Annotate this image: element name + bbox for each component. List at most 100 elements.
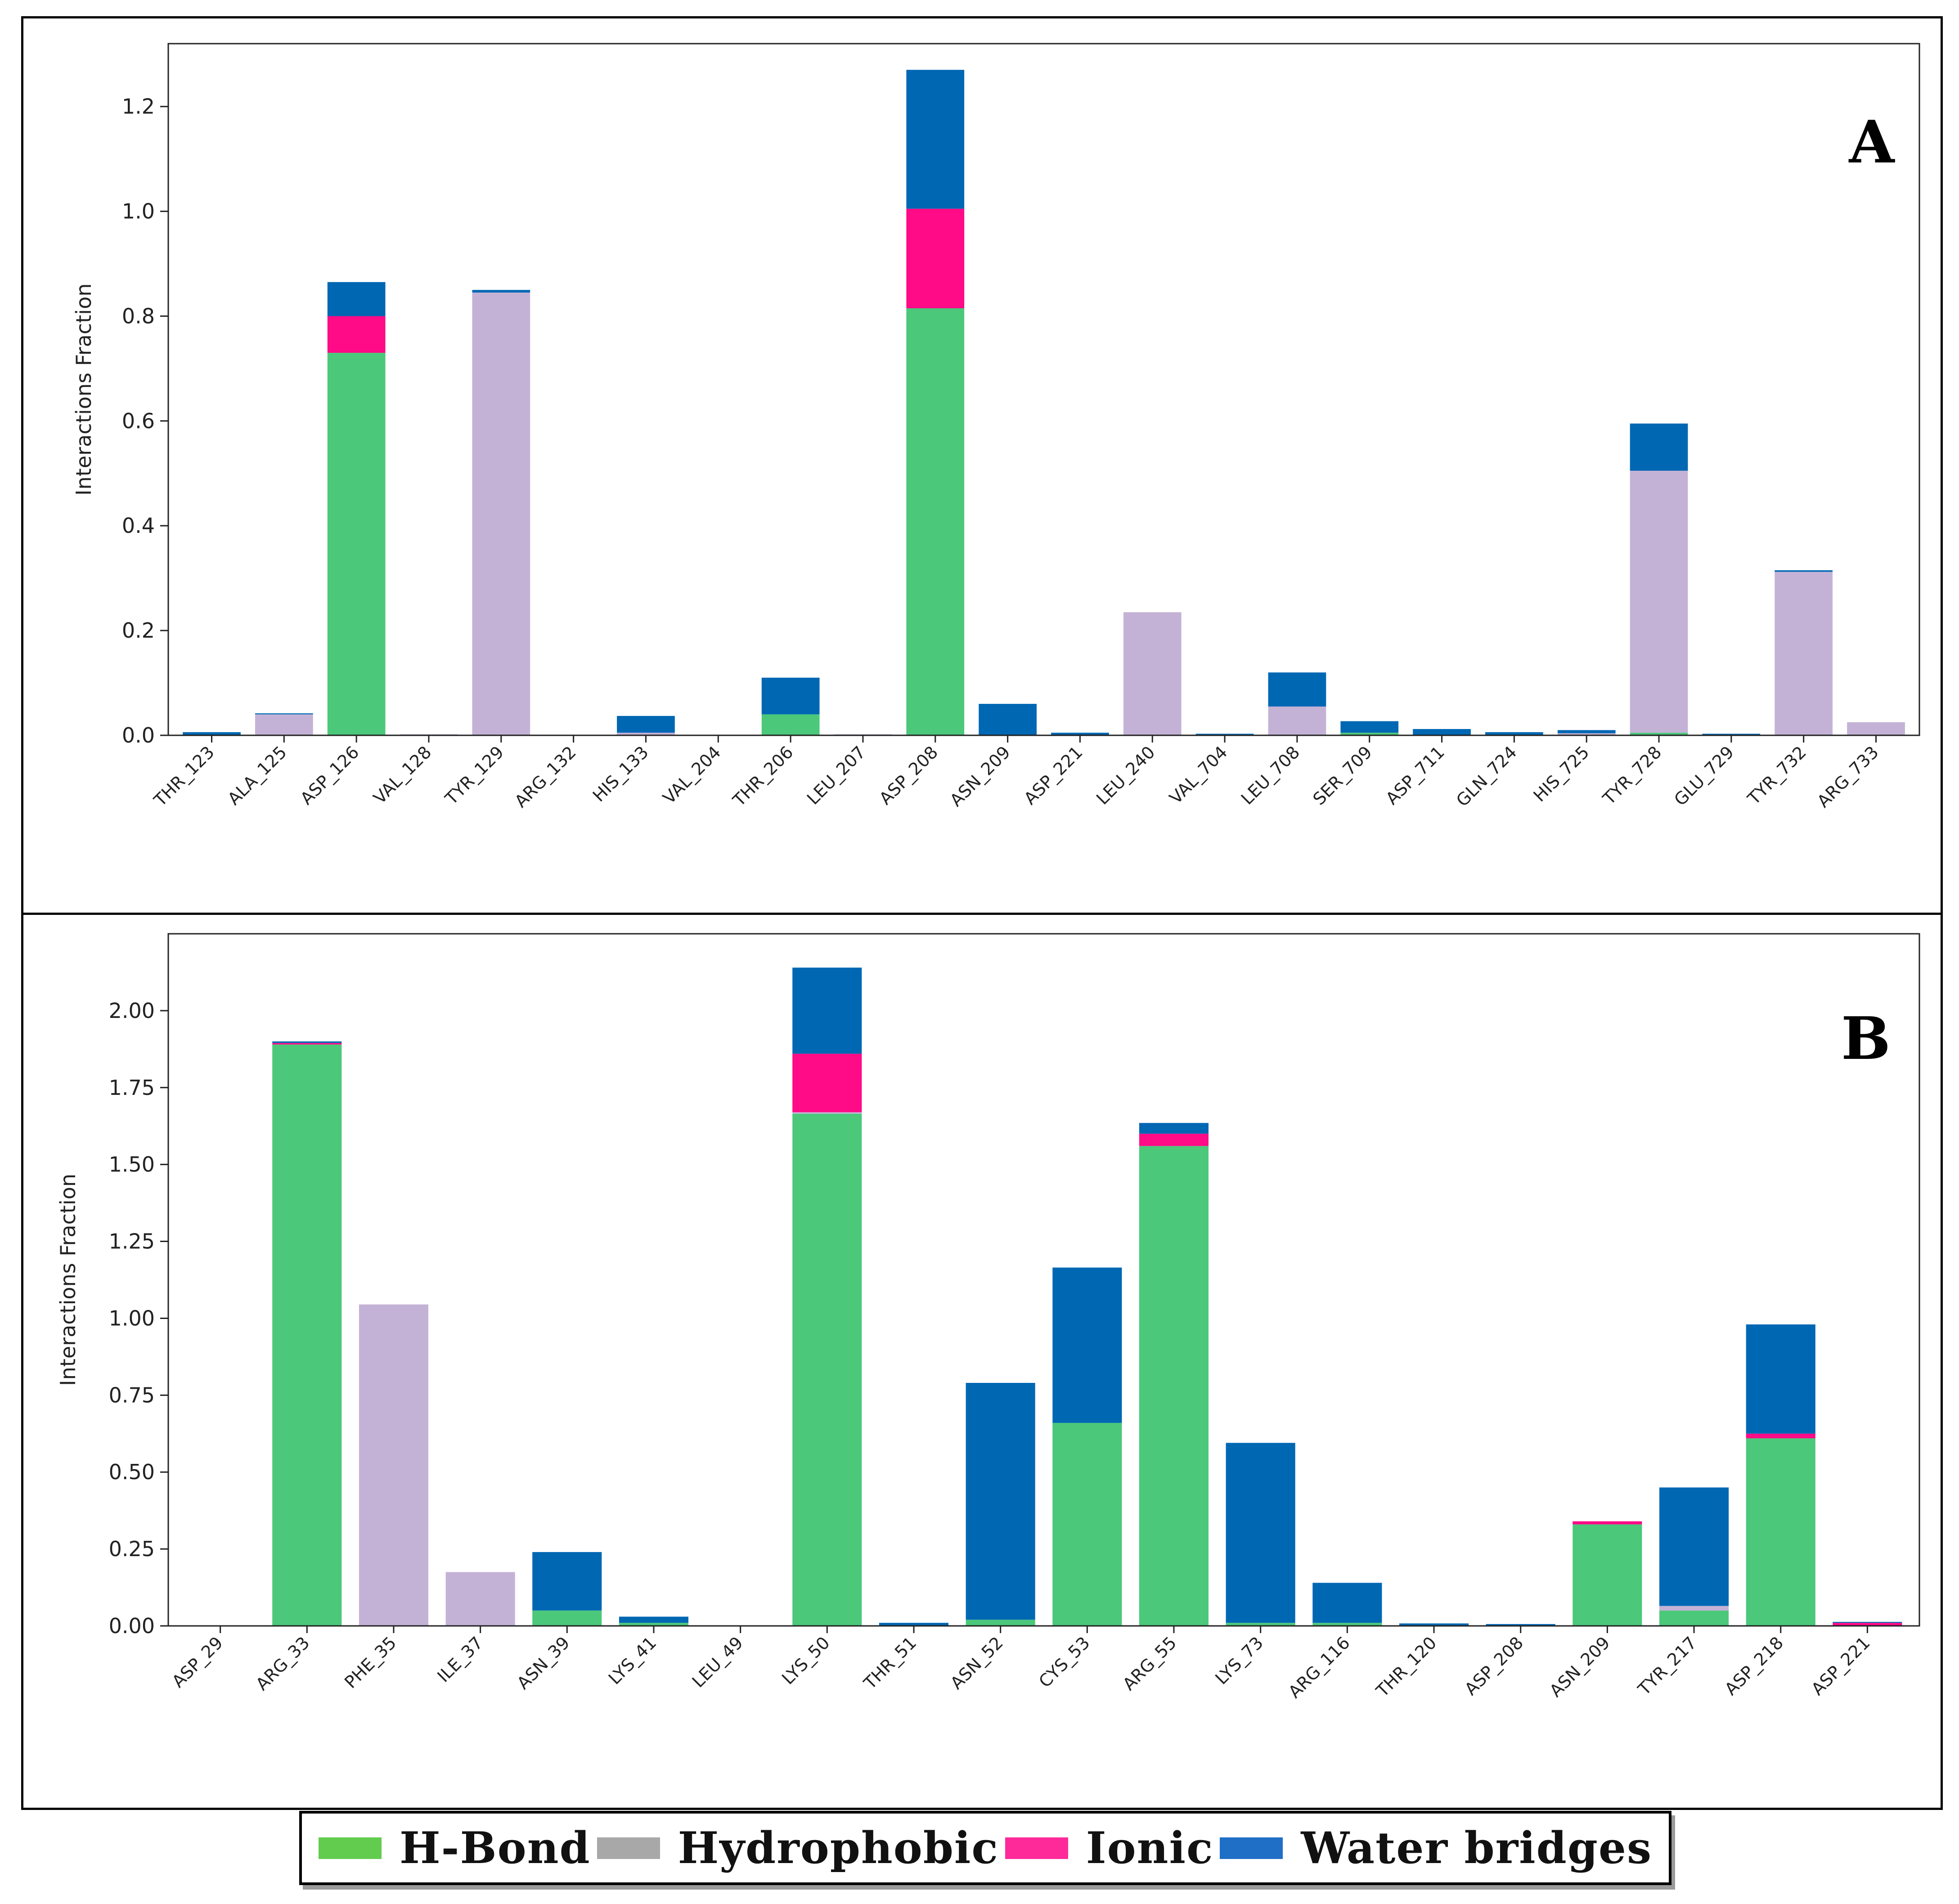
y-tick-label: 1.2 xyxy=(122,95,155,119)
x-tick-label: ALA_125 xyxy=(224,742,290,809)
bar-hbond-arg-116 xyxy=(1312,1623,1382,1626)
bar-hydrophobic-tyr-728 xyxy=(1630,471,1688,733)
bar-ionic-arg-55 xyxy=(1139,1134,1209,1146)
bar-hydrophobic-tyr-732 xyxy=(1775,572,1833,735)
x-tick-label: GLN_724 xyxy=(1452,742,1521,810)
bar-ionic-asp-221 xyxy=(1833,1623,1902,1626)
y-tick-label: 0.25 xyxy=(109,1537,155,1561)
x-tick-label: ASN_52 xyxy=(947,1633,1007,1693)
x-tick-label: ASP_221 xyxy=(1807,1633,1874,1699)
y-tick-label: 0.4 xyxy=(122,513,155,538)
y-tick-label: 1.00 xyxy=(109,1306,155,1330)
x-tick-label: ASP_218 xyxy=(1721,1633,1787,1699)
bar-hydrophobic-ala-125 xyxy=(255,714,313,735)
legend-item-ionic: Ionic xyxy=(1005,1823,1214,1873)
bar-hydrophobic-tyr-217 xyxy=(1659,1606,1729,1611)
x-tick-label: LEU_49 xyxy=(688,1633,747,1691)
y-tick-label: 0.0 xyxy=(122,723,155,747)
bar-hbond-asn-209 xyxy=(1573,1524,1642,1626)
legend: H-Bond Hydrophobic Ionic Water bridges xyxy=(299,1811,1671,1885)
y-tick-label: 2.00 xyxy=(109,999,155,1023)
x-tick-label: TYR_129 xyxy=(441,742,508,809)
y-tick-label: 0.75 xyxy=(109,1383,155,1407)
bar-water-arg-55 xyxy=(1139,1123,1209,1134)
bar-water-tyr-732 xyxy=(1775,570,1833,572)
legend-label-water-bridges: Water bridges xyxy=(1301,1823,1652,1873)
x-tick-label: CYS_53 xyxy=(1035,1633,1094,1692)
bar-water-asn-39 xyxy=(532,1552,602,1611)
y-tick-label: 0.50 xyxy=(109,1460,155,1484)
x-tick-label: ARG_733 xyxy=(1813,742,1883,811)
x-tick-label: ASN_209 xyxy=(1546,1633,1613,1701)
bar-hydrophobic-tyr-129 xyxy=(472,293,530,735)
x-tick-label: ARG_132 xyxy=(511,742,580,811)
bar-water-gln-724 xyxy=(1485,732,1543,735)
x-tick-label: ARG_33 xyxy=(252,1633,314,1694)
bar-water-tyr-217 xyxy=(1659,1487,1729,1606)
bar-water-leu-708 xyxy=(1268,672,1326,707)
bar-water-ser-709 xyxy=(1340,721,1399,733)
bar-water-val-704 xyxy=(1195,734,1254,735)
bar-hbond-asp-218 xyxy=(1746,1438,1815,1626)
bar-water-cys-53 xyxy=(1052,1267,1122,1423)
bar-water-tyr-129 xyxy=(472,290,530,293)
legend-swatch-ionic xyxy=(1005,1837,1068,1859)
x-tick-label: ASP_711 xyxy=(1382,742,1448,808)
x-tick-label: LEU_240 xyxy=(1092,742,1159,808)
x-tick-label: THR_206 xyxy=(729,742,797,810)
x-tick-label: LEU_207 xyxy=(803,742,869,808)
bar-water-lys-41 xyxy=(619,1616,688,1623)
x-tick-label: LEU_708 xyxy=(1237,742,1303,808)
x-tick-label: ASN_209 xyxy=(946,742,1014,810)
bar-water-arg-116 xyxy=(1312,1583,1382,1623)
bar-hbond-ser-709 xyxy=(1340,733,1399,735)
bar-hydrophobic-leu-240 xyxy=(1123,612,1182,735)
x-tick-label: HIS_725 xyxy=(1530,742,1593,806)
bar-hydrophobic-his-725 xyxy=(1557,733,1616,735)
bar-hbond-arg-55 xyxy=(1139,1146,1209,1626)
bar-water-tyr-728 xyxy=(1630,423,1688,471)
bar-water-arg-33 xyxy=(272,1041,342,1043)
bar-water-asp-218 xyxy=(1746,1324,1815,1434)
chart-b: 0.00 0.25 0.50 0.75 1.00 1.25 1.50 1.75 2.00 ASP_… xyxy=(56,933,1920,1702)
plot-frame xyxy=(167,933,1920,1627)
x-tick-label: TYR_728 xyxy=(1599,742,1665,809)
bar-water-thr-123 xyxy=(183,732,241,735)
y-tick-label: 1.25 xyxy=(109,1229,155,1254)
x-tick-label: ASN_39 xyxy=(513,1633,573,1693)
legend-label-hydrophobic: Hydrophobic xyxy=(678,1823,999,1873)
bar-hbond-cys-53 xyxy=(1052,1422,1122,1626)
x-tick-label: VAL_204 xyxy=(659,742,725,808)
y-tick-label: 1.0 xyxy=(122,199,155,224)
bar-water-asp-126 xyxy=(327,282,386,316)
bar-hydrophobic-lys-50 xyxy=(792,1112,862,1114)
y-tick-label: 0.00 xyxy=(109,1614,155,1638)
bar-water-thr-120 xyxy=(1399,1623,1469,1626)
bar-water-asp-711 xyxy=(1413,729,1471,735)
legend-swatch-hydrophobic xyxy=(597,1837,660,1859)
x-tick-label: ASP_208 xyxy=(876,742,942,808)
bar-hbond-asn-39 xyxy=(532,1610,602,1626)
x-tick-label: THR_51 xyxy=(860,1633,921,1693)
bar-hbond-lys-50 xyxy=(792,1113,862,1626)
x-tick-label: ARG_116 xyxy=(1285,1633,1354,1702)
legend-item-water-bridges: Water bridges xyxy=(1220,1823,1652,1873)
y-tick-label: 1.75 xyxy=(109,1076,155,1100)
bar-ionic-asp-126 xyxy=(327,316,386,353)
x-tick-label: ILE_37 xyxy=(433,1633,487,1686)
plot-frame xyxy=(167,43,1920,736)
x-tick-label: VAL_704 xyxy=(1166,742,1231,808)
bar-hbond-tyr-728 xyxy=(1630,733,1688,735)
bar-hbond-lys-73 xyxy=(1226,1623,1295,1626)
bar-hydrophobic-arg-733 xyxy=(1847,722,1905,735)
bar-water-asn-209 xyxy=(979,704,1037,735)
y-tick-label: 1.50 xyxy=(109,1152,155,1177)
x-tick-label: TYR_217 xyxy=(1634,1633,1700,1699)
bar-water-ala-125 xyxy=(255,713,313,715)
y-axis-label: Interactions Fraction xyxy=(72,284,96,496)
x-tick-label: LYS_73 xyxy=(1211,1633,1267,1688)
panel-letter: A xyxy=(1848,108,1896,176)
x-tick-label: GLU_729 xyxy=(1670,742,1738,810)
bar-hydrophobic-leu-708 xyxy=(1268,707,1326,735)
x-tick-label: ASP_221 xyxy=(1020,742,1086,808)
